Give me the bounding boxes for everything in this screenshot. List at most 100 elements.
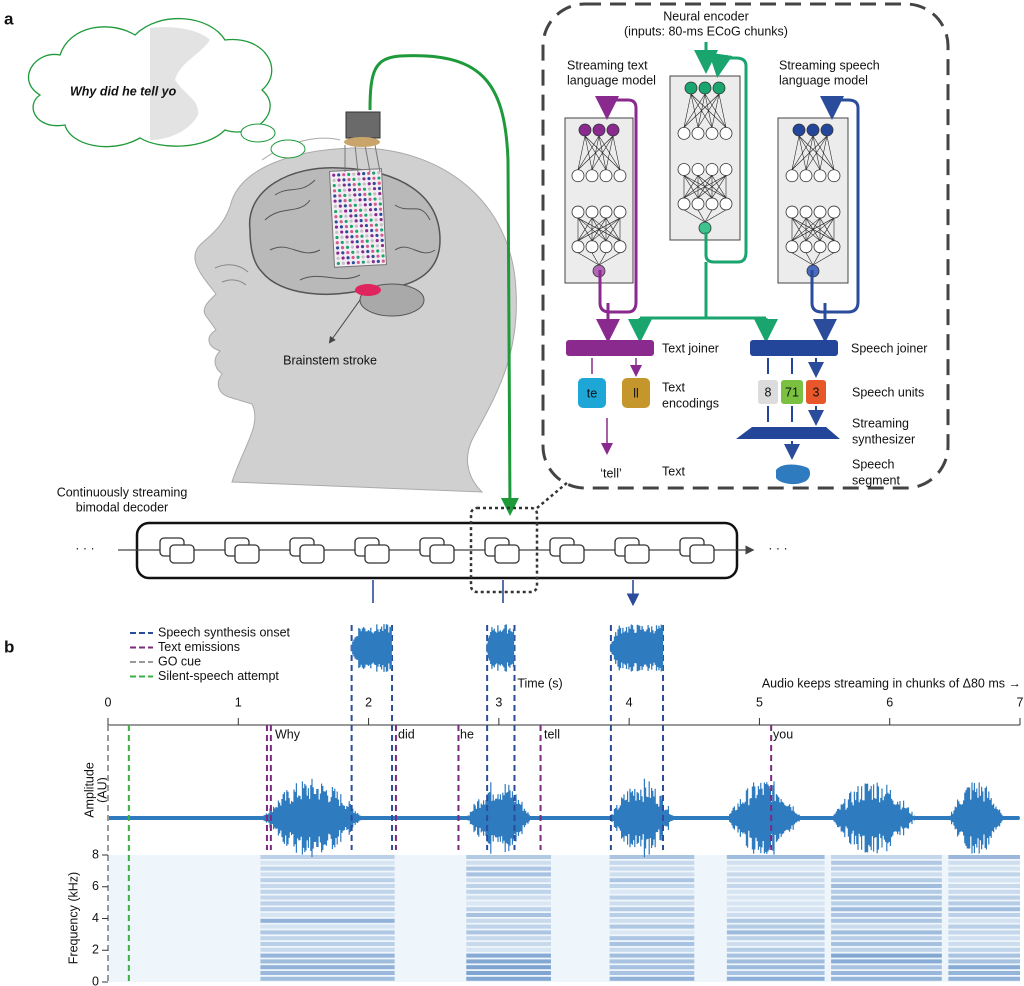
spectrogram-band <box>831 855 942 859</box>
electrode <box>366 260 370 264</box>
edge <box>711 175 727 199</box>
node <box>719 163 733 176</box>
electrode <box>337 178 341 182</box>
network <box>564 117 634 284</box>
electrode <box>378 202 382 206</box>
node <box>691 126 705 140</box>
unit <box>781 380 803 404</box>
spectrogram-band <box>609 976 695 981</box>
electrode <box>370 239 374 243</box>
encoder-subtitle: (inputs: 80-ms ECoG chunks) <box>624 24 788 38</box>
electrode <box>373 202 377 206</box>
synth-label: synthesizer <box>852 432 915 446</box>
edge <box>812 252 821 266</box>
speech-lm-label: language model <box>779 73 868 87</box>
spectrogram-band <box>726 976 825 981</box>
spectrogram-band <box>831 889 942 894</box>
x-tick-label: 1 <box>235 695 242 709</box>
electrode <box>351 255 355 260</box>
y-tick-label: 2 <box>92 943 99 957</box>
electrode <box>341 261 345 265</box>
electrode <box>338 199 342 203</box>
unit-text: 71 <box>785 385 799 399</box>
electrode <box>344 209 348 213</box>
spectrogram-band <box>609 965 695 970</box>
encoder-title: Neural encoder <box>663 9 748 23</box>
electrode <box>377 181 381 185</box>
synth-segment <box>486 624 515 672</box>
edge <box>683 175 699 199</box>
electrode <box>380 228 384 232</box>
electrode <box>353 193 357 197</box>
network <box>777 117 849 284</box>
spectrogram-band <box>466 878 551 883</box>
block <box>169 544 195 564</box>
edge <box>605 217 621 241</box>
electrode <box>371 254 375 259</box>
spectrogram-band <box>726 866 825 871</box>
electrode <box>352 188 357 192</box>
electrode <box>339 214 343 219</box>
node <box>571 169 585 183</box>
edge <box>612 135 621 170</box>
block <box>689 544 715 564</box>
frequency-label: Frequency (kHz) <box>66 872 80 964</box>
electrode <box>377 171 381 175</box>
cable <box>368 54 519 516</box>
ellipsis: · · · <box>768 541 787 555</box>
node <box>691 163 705 176</box>
spectrogram-band <box>260 855 395 859</box>
edge <box>805 252 814 266</box>
spectrogram-band <box>948 878 1020 883</box>
spectrogram-band <box>260 924 395 929</box>
electrode <box>376 254 380 258</box>
legend-label: GO cue <box>158 654 201 668</box>
spectrogram-band <box>260 953 395 958</box>
electrode <box>336 261 340 266</box>
spectrogram-band <box>466 889 551 894</box>
node <box>705 126 719 140</box>
leads <box>344 144 381 173</box>
edge <box>697 209 706 223</box>
node <box>785 169 799 183</box>
synthesizer <box>736 427 840 439</box>
pointer <box>328 299 361 344</box>
encodings-label: encodings <box>662 396 719 410</box>
node <box>806 123 820 137</box>
edge <box>826 135 835 170</box>
node <box>820 123 834 137</box>
x-tick-label: 4 <box>626 695 633 709</box>
node <box>606 123 620 137</box>
spectrogram-band <box>948 889 1020 894</box>
electrode <box>363 203 367 207</box>
node <box>827 169 841 183</box>
electrode <box>342 183 346 187</box>
edge <box>577 135 586 170</box>
spectrogram-band <box>726 855 825 859</box>
text-loop <box>595 96 638 314</box>
spectrogram-band <box>726 936 825 941</box>
spectrogram-band <box>948 855 1020 859</box>
electrode <box>361 255 365 259</box>
note: Audio keeps streaming in chunks of Δ80 m… <box>762 676 1021 690</box>
spectrogram-band <box>831 971 942 975</box>
electrode <box>338 194 342 198</box>
node <box>691 197 705 211</box>
node <box>799 169 813 183</box>
spectrogram-band <box>466 918 551 923</box>
electrode <box>332 183 336 188</box>
edge <box>683 93 706 128</box>
spectrogram-band <box>260 907 395 912</box>
node <box>698 81 712 95</box>
electrode <box>379 212 383 216</box>
legend-label: Text emissions <box>158 640 240 654</box>
spectrogram-band <box>726 872 825 877</box>
electrode <box>355 240 359 244</box>
arrow <box>591 358 636 374</box>
electrode <box>335 241 339 245</box>
electrode <box>334 209 338 214</box>
spectrogram-band <box>466 860 551 865</box>
electrode <box>380 238 384 242</box>
electrode <box>358 203 362 207</box>
